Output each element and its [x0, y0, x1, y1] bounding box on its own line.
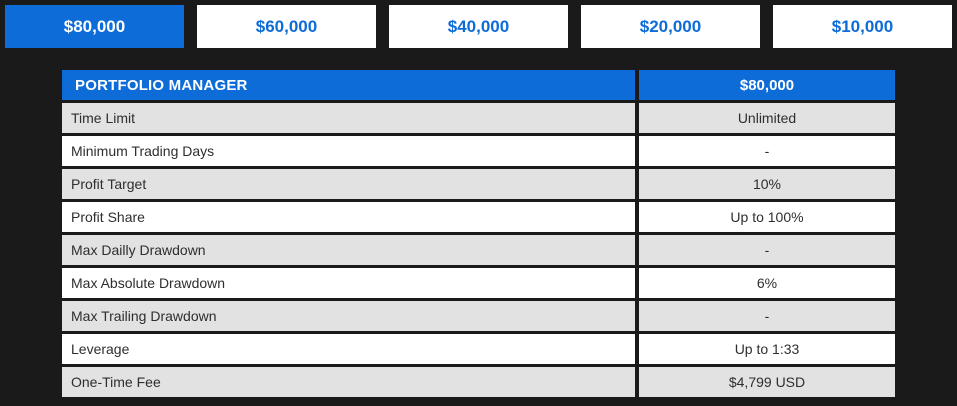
row-value-profit-share: Up to 100% — [639, 202, 895, 232]
tab-20000[interactable]: $20,000 — [581, 5, 760, 48]
row-value-max-trailing-drawdown: - — [639, 301, 895, 331]
row-label-one-time-fee: One-Time Fee — [62, 367, 635, 397]
table-row: Max Dailly Drawdown - — [62, 235, 895, 265]
table-row: Minimum Trading Days - — [62, 136, 895, 166]
row-value-max-daily-drawdown: - — [639, 235, 895, 265]
row-value-one-time-fee: $4,799 USD — [639, 367, 895, 397]
table-header-plan: $80,000 — [639, 70, 895, 100]
row-value-leverage: Up to 1:33 — [639, 334, 895, 364]
row-label-minimum-trading-days: Minimum Trading Days — [62, 136, 635, 166]
table-header-row: PORTFOLIO MANAGER $80,000 — [62, 70, 895, 100]
row-label-profit-share: Profit Share — [62, 202, 635, 232]
tab-60000[interactable]: $60,000 — [197, 5, 376, 48]
table-row: Max Absolute Drawdown 6% — [62, 268, 895, 298]
plan-details-table: PORTFOLIO MANAGER $80,000 Time Limit Unl… — [62, 70, 895, 397]
row-label-leverage: Leverage — [62, 334, 635, 364]
table-body: Time Limit Unlimited Minimum Trading Day… — [62, 103, 895, 397]
row-value-profit-target: 10% — [639, 169, 895, 199]
plan-tabs: $80,000 $60,000 $40,000 $20,000 $10,000 — [0, 0, 957, 48]
tab-80000[interactable]: $80,000 — [5, 5, 184, 48]
row-value-time-limit: Unlimited — [639, 103, 895, 133]
tab-40000[interactable]: $40,000 — [389, 5, 568, 48]
row-label-profit-target: Profit Target — [62, 169, 635, 199]
row-label-max-trailing-drawdown: Max Trailing Drawdown — [62, 301, 635, 331]
table-row: Profit Share Up to 100% — [62, 202, 895, 232]
row-label-time-limit: Time Limit — [62, 103, 635, 133]
tab-10000[interactable]: $10,000 — [773, 5, 952, 48]
table-header-title: PORTFOLIO MANAGER — [62, 70, 635, 100]
row-label-max-absolute-drawdown: Max Absolute Drawdown — [62, 268, 635, 298]
table-row: Profit Target 10% — [62, 169, 895, 199]
table-row: Leverage Up to 1:33 — [62, 334, 895, 364]
row-value-minimum-trading-days: - — [639, 136, 895, 166]
table-row: One-Time Fee $4,799 USD — [62, 367, 895, 397]
table-row: Max Trailing Drawdown - — [62, 301, 895, 331]
table-row: Time Limit Unlimited — [62, 103, 895, 133]
row-value-max-absolute-drawdown: 6% — [639, 268, 895, 298]
row-label-max-daily-drawdown: Max Dailly Drawdown — [62, 235, 635, 265]
